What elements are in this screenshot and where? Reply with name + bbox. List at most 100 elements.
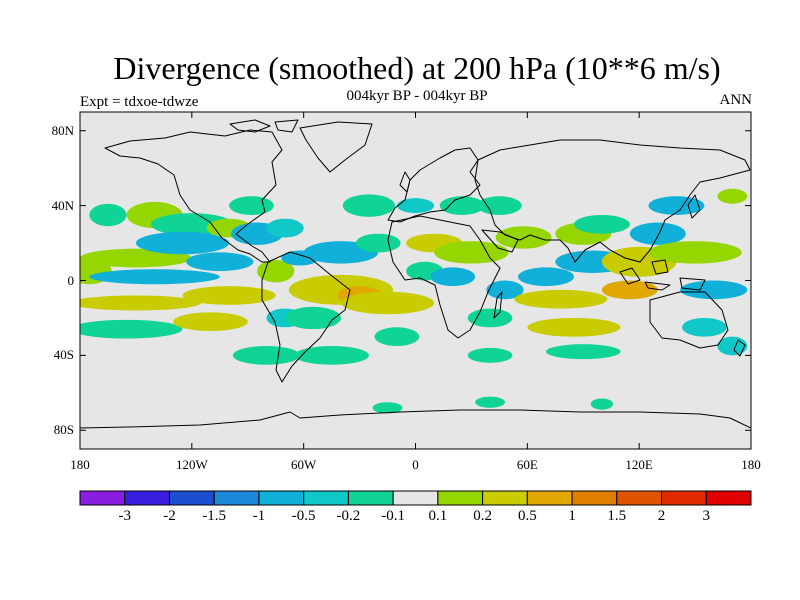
colorbar-label: -1.5 xyxy=(202,508,227,524)
colorbar-swatch xyxy=(258,490,305,506)
colorbar-swatch xyxy=(482,490,528,506)
divergence-region xyxy=(89,203,127,227)
colorbar-label: 0.1 xyxy=(428,508,448,524)
longitude-label: 60W xyxy=(291,457,317,472)
colorbar-swatch xyxy=(392,490,439,506)
divergence-region xyxy=(340,291,435,315)
coastline-africa xyxy=(387,215,501,339)
colorbar xyxy=(79,490,752,506)
divergence-region xyxy=(601,280,658,300)
colorbar-label: -3 xyxy=(118,508,131,524)
divergence-region xyxy=(285,306,341,330)
colorbar-swatch xyxy=(303,490,349,506)
colorbar-label: 0.2 xyxy=(473,508,492,524)
divergence-region xyxy=(434,241,509,264)
divergence-region xyxy=(590,398,614,410)
divergence-region xyxy=(396,198,435,214)
colorbar-swatch xyxy=(616,490,663,506)
colorbar-swatch xyxy=(661,490,707,506)
colorbar-swatch xyxy=(124,490,170,506)
longitude-label: 120W xyxy=(175,457,208,472)
coastline-greenland xyxy=(299,121,373,173)
colorbar-swatch xyxy=(213,490,260,506)
divergence-region xyxy=(518,267,574,287)
divergence-region xyxy=(229,196,274,215)
colorbar-swatch xyxy=(79,490,126,506)
colorbar-label: 1.5 xyxy=(607,508,627,524)
divergence-region xyxy=(430,267,476,287)
colorbar-swatch xyxy=(526,490,573,506)
divergence-region xyxy=(486,280,524,300)
experiment-label: Expt = tdxoe-tdwze xyxy=(80,94,199,110)
colorbar-label: -0.1 xyxy=(381,508,405,524)
colorbar-swatch xyxy=(705,490,752,506)
coastlines xyxy=(80,119,751,429)
coastline-north-america xyxy=(104,129,283,263)
divergence-region xyxy=(514,289,608,309)
divergence-region xyxy=(374,327,420,347)
divergence-region xyxy=(80,295,202,311)
colorbar-label: -0.5 xyxy=(291,508,316,524)
divergence-region xyxy=(682,317,727,337)
colorbar-label: -1 xyxy=(252,508,266,524)
divergence-region xyxy=(629,222,686,245)
colorbar-label: -0.2 xyxy=(336,508,361,524)
latitude-label: 0 xyxy=(67,272,75,288)
divergence-region xyxy=(186,252,254,272)
divergence-region xyxy=(439,196,485,215)
divergence-region xyxy=(648,241,742,264)
longitude-label: 0 xyxy=(412,457,419,472)
colorbar-swatch xyxy=(437,490,484,506)
plot-subtitle: 004kyr BP - 004kyr BP xyxy=(346,88,488,104)
plot-title: Divergence (smoothed) at 200 hPa (10**6 … xyxy=(113,50,721,86)
divergence-region xyxy=(182,286,276,305)
divergence-region xyxy=(717,188,748,204)
divergence-region xyxy=(495,226,552,249)
coastline-madagascar xyxy=(493,291,503,319)
colorbar-label: 2 xyxy=(657,508,666,524)
divergence-region xyxy=(266,218,304,238)
divergence-region xyxy=(477,196,522,215)
divergence-region xyxy=(372,402,403,414)
coastline-south-america xyxy=(261,251,351,383)
longitude-label: 120E xyxy=(625,457,653,472)
divergence-region xyxy=(467,308,513,328)
divergence-region xyxy=(467,347,513,363)
colorbar-swatch xyxy=(571,490,618,506)
coastline-japan xyxy=(687,194,701,219)
coastline-new-zealand xyxy=(733,339,746,357)
divergence-region xyxy=(80,248,192,268)
longitude-label: 60E xyxy=(516,457,538,472)
latitude-label: 40S xyxy=(53,347,74,363)
colorbar-label: 1 xyxy=(568,508,576,524)
divergence-region xyxy=(89,269,220,285)
season-label: ANN xyxy=(719,92,753,108)
divergence-region xyxy=(475,396,505,408)
colorbar-label: 3 xyxy=(702,508,711,524)
colorbar-swatch xyxy=(347,490,394,506)
longitude-label: 180 xyxy=(70,457,90,472)
divergence-region xyxy=(135,231,230,255)
divergence-region xyxy=(342,194,395,217)
longitude-label: 180 xyxy=(741,457,761,472)
divergence-region xyxy=(355,233,401,253)
coastline-australia xyxy=(649,291,729,349)
divergence-region xyxy=(680,280,748,300)
colorbar-swatch xyxy=(168,490,215,506)
divergence-region xyxy=(80,319,183,339)
coastline-indonesia xyxy=(619,259,706,291)
divergence-region xyxy=(294,346,369,365)
divergence-region xyxy=(545,344,621,360)
colorbar-label: 0.5 xyxy=(517,508,537,524)
coastline-arctic-islands xyxy=(229,119,299,133)
axis-ticks xyxy=(79,112,752,449)
coastline-arabia xyxy=(481,229,519,253)
divergence-region xyxy=(173,312,248,332)
divergence-region xyxy=(232,346,300,365)
colorbar-label: -2 xyxy=(163,508,176,524)
divergence-region xyxy=(527,317,621,337)
divergence-region xyxy=(573,214,630,234)
divergence-field xyxy=(80,188,748,414)
coastline-uk xyxy=(399,171,411,193)
